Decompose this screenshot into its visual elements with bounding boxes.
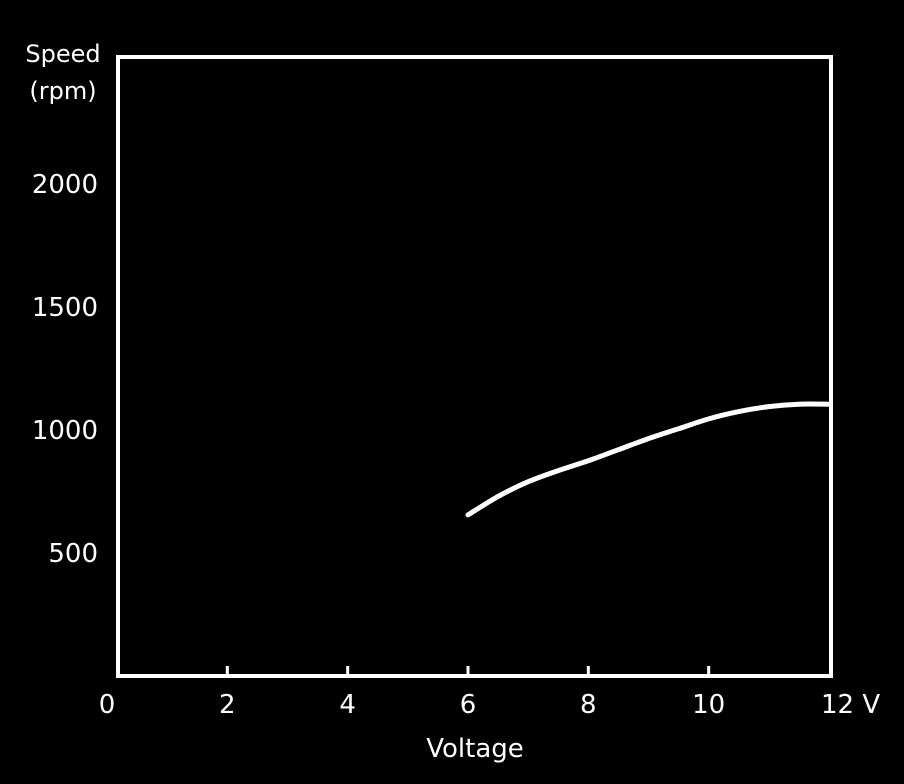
y-tick-label: 1000 [32, 416, 98, 446]
x-tick-label: 12 V [821, 690, 880, 720]
x-axis-label: Voltage [426, 734, 524, 764]
y-tick-label: 1500 [32, 293, 98, 323]
y-tick-labels: 500 1000 1500 2000 [32, 170, 98, 569]
x-tick-label: 8 [580, 690, 597, 720]
x-tick-label: 4 [339, 690, 356, 720]
x-tick-label: 2 [219, 690, 236, 720]
series-line [465, 401, 832, 518]
y-tick-label: 2000 [32, 170, 98, 200]
x-tick-label: 10 [692, 690, 725, 720]
x-ticks: 0 2 4 6 8 10 12 V [99, 666, 880, 720]
x-tick-label: 6 [460, 690, 477, 720]
y-tick-label: 500 [48, 539, 98, 569]
y-axis-label-line1: Speed [25, 40, 100, 68]
y-axis-label-line2: (rpm) [29, 77, 96, 105]
gridlines [160, 183, 829, 554]
plot-frame [116, 55, 833, 678]
x-tick-label: 0 [99, 690, 116, 720]
